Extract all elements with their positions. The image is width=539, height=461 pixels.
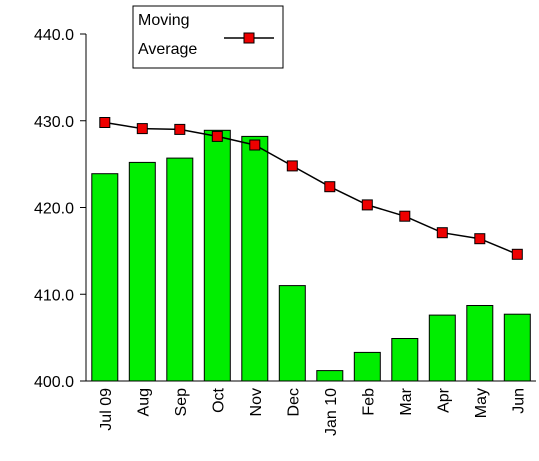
moving-average-marker-3 xyxy=(211,130,223,142)
moving-average-marker-1 xyxy=(136,123,148,135)
bar-11 xyxy=(503,313,531,382)
moving-average-marker-5 xyxy=(286,160,298,172)
moving-average-marker-11 xyxy=(511,248,523,260)
moving-average-marker-9 xyxy=(436,227,448,239)
moving-average-marker-6 xyxy=(324,181,336,193)
x-tick-label-0: Jul 09 xyxy=(98,388,115,431)
x-tick-label-10: May xyxy=(473,388,490,418)
bar-1 xyxy=(128,161,156,382)
bar-4 xyxy=(241,135,269,382)
moving-average-series xyxy=(99,117,523,260)
legend-box xyxy=(132,5,284,69)
x-tick-label-1: Aug xyxy=(135,388,152,416)
moving-average-marker-2 xyxy=(174,123,186,135)
y-tick-label-4: 400.0 xyxy=(34,374,74,391)
bar-10 xyxy=(466,305,494,382)
y-axis-ticks: 440.0 430.0 420.0 410.0 400.0 xyxy=(34,27,86,391)
x-tick-label-2: Sep xyxy=(173,388,190,417)
moving-average-line xyxy=(104,121,518,255)
x-tick-label-3: Oct xyxy=(210,387,227,412)
moving-average-marker-7 xyxy=(361,199,373,211)
bar-5 xyxy=(278,285,306,382)
bar-3 xyxy=(203,129,231,382)
y-tick-label-1: 430.0 xyxy=(34,114,74,131)
x-axis-ticks: Jul 09 Aug Sep Oct Nov Dec Jan 10 Feb Mar Apr May J… xyxy=(98,387,528,436)
y-tick-label-2: 420.0 xyxy=(34,201,74,218)
moving-average-marker-10 xyxy=(474,233,486,245)
x-tick-label-4: Nov xyxy=(248,388,265,416)
legend-label-line2: Average xyxy=(138,41,197,58)
bar-7 xyxy=(353,351,381,382)
legend: Moving Average xyxy=(132,5,284,69)
bar-6 xyxy=(316,370,344,382)
legend-label-line1: Moving xyxy=(138,12,190,29)
x-tick-label-9: Apr xyxy=(435,387,452,413)
bar-0 xyxy=(91,173,119,382)
y-tick-label-3: 410.0 xyxy=(34,287,74,304)
x-tick-label-5: Dec xyxy=(285,388,302,416)
moving-average-marker-4 xyxy=(249,139,261,151)
bar-9 xyxy=(428,314,456,382)
x-tick-label-6: Jan 10 xyxy=(323,388,340,436)
x-tick-label-8: Mar xyxy=(398,387,415,415)
moving-average-marker-0 xyxy=(99,117,111,128)
x-tick-label-7: Feb xyxy=(360,388,377,416)
bar-2 xyxy=(166,157,194,382)
bar-8 xyxy=(391,338,419,382)
bar-series xyxy=(91,129,531,382)
moving-average-marker-8 xyxy=(399,210,411,222)
y-tick-label-0: 440.0 xyxy=(34,27,74,44)
legend-marker-swatch xyxy=(243,32,255,44)
x-tick-label-11: Jun xyxy=(510,388,527,414)
